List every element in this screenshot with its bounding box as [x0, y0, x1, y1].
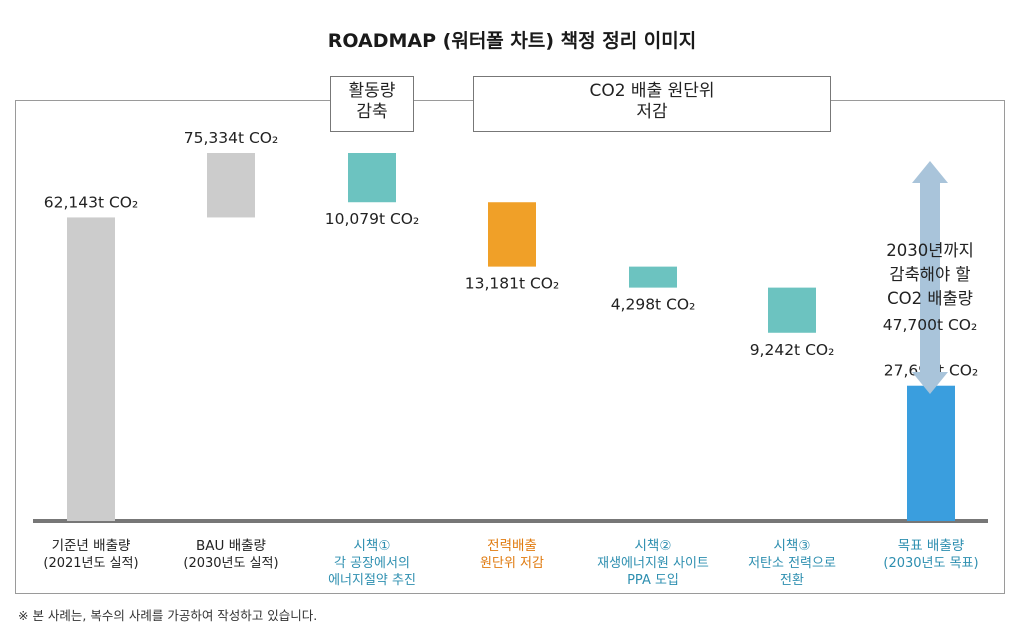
category-label-7-line-1: 목표 배출량 [898, 538, 964, 554]
bar-5 [629, 266, 677, 288]
category-label-4-line-2: 원단위 저감 [480, 556, 544, 571]
callout-intensity-reduction: CO2 배출 원단위 저감 [473, 76, 831, 132]
bar-value-label-6: 9,242t CO₂ [750, 341, 835, 359]
bar-6 [768, 287, 816, 333]
category-label-3-line-1: 시책① [354, 538, 391, 554]
callout-intensity-line1: CO2 배출 원단위 [589, 81, 715, 101]
callout-activity-reduction: 활동량 감축 [330, 76, 414, 132]
callout-activity-line2: 감축 [356, 102, 388, 122]
bar-7 [907, 385, 955, 521]
reduction-double-arrow [912, 161, 948, 394]
page-title: ROADMAP (워터폴 차트) 책정 정리 이미지 [327, 30, 697, 52]
category-label-5-line-1: 시책② [635, 538, 672, 554]
bar-value-label-4: 13,181t CO₂ [465, 275, 559, 293]
category-label-6-line-1: 시책③ [774, 538, 811, 554]
bar-2 [207, 153, 255, 218]
category-label-4-line-1: 전력배출 [487, 538, 537, 554]
callout-intensity-line2: 저감 [636, 102, 668, 122]
category-label-7-line-2: (2030년도 목표) [883, 556, 978, 571]
bar-3 [348, 153, 396, 203]
category-label-5-line-3: PPA 도입 [627, 573, 679, 588]
arrow-note-line-2: 감축해야 할 [889, 265, 970, 284]
category-label-6-line-2: 저탄소 전력으로 [748, 556, 836, 571]
bar-value-label-3: 10,079t CO₂ [325, 210, 419, 228]
category-label-2-line-2: (2030년도 실적) [183, 556, 278, 571]
category-label-1-line-2: (2021년도 실적) [43, 556, 138, 571]
arrow-note-line-1: 2030년까지 [886, 241, 974, 260]
category-label-1-line-1: 기준년 배출량 [52, 538, 131, 554]
bar-4 [488, 202, 536, 267]
bar-value-label-1: 62,143t CO₂ [44, 193, 138, 211]
bar-value-label-5: 4,298t CO₂ [611, 296, 696, 314]
footnote: ※ 본 사례는, 복수의 사례를 가공하여 작성하고 있습니다. [18, 608, 318, 623]
category-label-5-line-2: 재생에너지원 사이트 [597, 556, 709, 571]
arrow-note-line-3: CO2 배출량 [887, 289, 973, 308]
category-label-2-line-1: BAU 배출량 [196, 538, 266, 554]
bar-value-label-2: 75,334t CO₂ [184, 129, 278, 147]
bar-1 [67, 217, 115, 521]
category-label-6-line-3: 전환 [780, 573, 804, 588]
arrow-note-value: 47,700t CO₂ [883, 316, 977, 334]
callout-activity-line1: 활동량 [348, 81, 396, 101]
category-label-3-line-3: 에너지절약 추진 [328, 573, 416, 588]
category-label-3-line-2: 각 공장에서의 [334, 556, 410, 571]
